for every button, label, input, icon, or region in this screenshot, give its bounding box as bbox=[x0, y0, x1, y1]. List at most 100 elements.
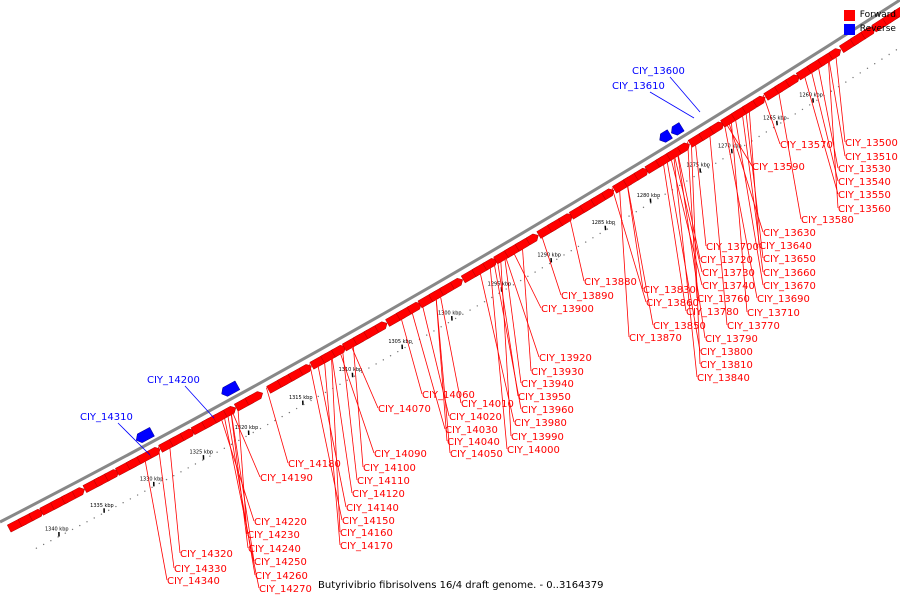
scale-dot bbox=[129, 498, 132, 500]
scale-dot bbox=[86, 521, 88, 523]
scale-dot bbox=[801, 108, 804, 111]
forward-gene bbox=[892, 6, 900, 19]
forward-gene-label: CIY_13870 bbox=[629, 333, 682, 344]
forward-gene-label: CIY_13830 bbox=[643, 285, 696, 296]
scale-dot bbox=[252, 431, 254, 434]
reverse-leader bbox=[184, 385, 215, 419]
forward-leader bbox=[611, 187, 647, 303]
forward-gene-label: CIY_13650 bbox=[763, 254, 816, 265]
legend: Forward Reverse bbox=[843, 8, 896, 36]
forward-leader bbox=[676, 148, 701, 260]
forward-leader bbox=[503, 251, 522, 384]
scale-dot bbox=[678, 184, 681, 187]
forward-gene bbox=[223, 405, 237, 418]
scale-dot bbox=[505, 288, 507, 290]
forward-gene-label: CIY_14140 bbox=[346, 503, 399, 514]
forward-leader bbox=[316, 359, 347, 508]
scale-dot bbox=[216, 451, 218, 453]
forward-gene-label: CIY_13630 bbox=[763, 228, 816, 239]
scale-tick-label: 1285 kbp bbox=[592, 220, 616, 226]
scale-dot bbox=[194, 463, 197, 465]
forward-gene bbox=[525, 233, 539, 246]
scale-dot bbox=[317, 395, 320, 398]
scale-dot bbox=[288, 411, 291, 414]
forward-leader bbox=[762, 94, 781, 145]
scale-dot bbox=[483, 301, 486, 303]
scale-dot bbox=[42, 543, 45, 546]
reverse-gene-label: CIY_13600 bbox=[632, 66, 685, 77]
scale-dot bbox=[93, 517, 95, 519]
scale-dot bbox=[686, 180, 688, 182]
scale-dot bbox=[238, 439, 240, 442]
forward-leader bbox=[309, 363, 343, 521]
scale-dot bbox=[780, 122, 782, 124]
scale-dot bbox=[382, 359, 385, 361]
forward-leader bbox=[330, 351, 353, 494]
forward-gene-label: CIY_14090 bbox=[374, 449, 427, 460]
forward-gene bbox=[179, 428, 195, 441]
forward-leader bbox=[730, 114, 748, 313]
forward-gene-label: CIY_13710 bbox=[747, 308, 800, 319]
forward-leader bbox=[723, 119, 753, 167]
scale-dot bbox=[346, 379, 348, 381]
scale-dot bbox=[765, 131, 768, 133]
scale-tick-label: 1315 kbp bbox=[289, 395, 313, 401]
forward-gene-label: CIY_13880 bbox=[584, 277, 637, 288]
forward-gene-label: CIY_13920 bbox=[539, 353, 592, 364]
forward-gene-label: CIY_13930 bbox=[531, 367, 584, 378]
forward-gene-label: CIY_14030 bbox=[445, 425, 498, 436]
forward-gene bbox=[633, 167, 649, 181]
forward-leader bbox=[734, 112, 764, 286]
forward-leader bbox=[827, 53, 846, 157]
scale-dot bbox=[512, 284, 515, 286]
scale-dot bbox=[411, 342, 413, 345]
forward-gene-label: CIY_13940 bbox=[521, 379, 574, 390]
scale-dot bbox=[650, 202, 652, 204]
scale-dot bbox=[64, 532, 67, 534]
forward-gene-label: CIY_14180 bbox=[288, 459, 341, 470]
forward-leader bbox=[420, 300, 450, 417]
forward-leader bbox=[435, 291, 451, 454]
forward-gene bbox=[709, 121, 724, 135]
reverse-leader bbox=[669, 76, 701, 113]
forward-gene-label: CIY_14230 bbox=[247, 530, 300, 541]
forward-gene bbox=[406, 301, 422, 315]
scale-dot bbox=[743, 144, 746, 147]
reverse-gene-label: CIY_14200 bbox=[147, 375, 200, 386]
scale-dot bbox=[816, 99, 818, 102]
reverse-gene bbox=[221, 380, 241, 397]
scale-tick-label: 1335 kbp bbox=[90, 503, 114, 509]
forward-gene-label: CIY_13640 bbox=[759, 241, 812, 252]
scale-dot bbox=[635, 211, 637, 213]
scale-dot bbox=[874, 63, 876, 65]
scale-dot bbox=[35, 547, 38, 549]
forward-gene-label: CIY_13850 bbox=[653, 321, 706, 332]
scale-dot bbox=[375, 363, 377, 365]
reverse-gene-label: CIY_14310 bbox=[80, 412, 133, 423]
forward-leader bbox=[500, 254, 512, 437]
scale-dot bbox=[295, 407, 298, 410]
scale-dot bbox=[570, 249, 572, 252]
forward-gene-label: CIY_14330 bbox=[174, 564, 227, 575]
forward-leader bbox=[626, 178, 644, 290]
forward-leader bbox=[539, 230, 562, 296]
forward-gene-label: CIY_13810 bbox=[700, 360, 753, 371]
scale-dot bbox=[722, 158, 724, 160]
scale-dot bbox=[657, 197, 659, 200]
forward-gene-label: CIY_14060 bbox=[422, 390, 475, 401]
forward-leader bbox=[665, 154, 701, 352]
forward-leader bbox=[168, 440, 181, 554]
scale-tick-label: 1290 kbp bbox=[537, 252, 561, 258]
scale-dot bbox=[144, 490, 146, 492]
forward-gene-label: CIY_14110 bbox=[357, 476, 410, 487]
scale-dot bbox=[454, 317, 457, 320]
forward-gene-label: CIY_13700 bbox=[706, 242, 759, 253]
scale-tick-label: 1260 kbp bbox=[799, 93, 823, 99]
forward-gene-label: CIY_14270 bbox=[259, 584, 312, 595]
scale-dot bbox=[794, 113, 796, 115]
scale-dot bbox=[173, 475, 175, 477]
scale-dot bbox=[808, 104, 811, 106]
forward-gene-label: CIY_13690 bbox=[757, 294, 810, 305]
forward-gene-label: CIY_13720 bbox=[700, 255, 753, 266]
scale-dot bbox=[122, 502, 124, 504]
